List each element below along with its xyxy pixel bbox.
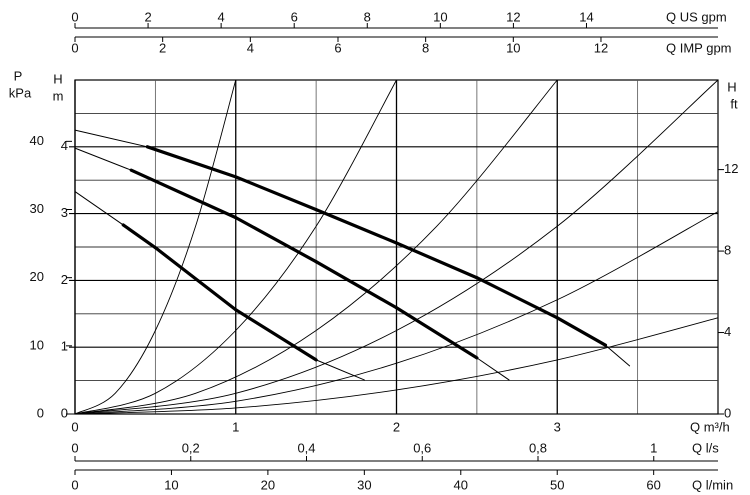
y-tick-label: 3 [61,205,68,220]
tick-label: 0,2 [182,440,200,455]
tick-label: 40 [454,477,468,492]
axis-name: P [14,68,23,83]
tick-label: 2 [159,40,166,55]
tick-label: 0 [37,405,44,420]
pump-curve-segment [153,246,238,312]
y-tick-label: 0 [61,405,68,420]
tick-label: 30 [30,201,44,216]
tick-label: 10 [30,337,44,352]
tick-label: 2 [144,9,151,24]
tick-label: 10 [506,40,520,55]
tick-label: 8 [724,243,731,258]
system-curve [74,317,719,415]
tick-label: 0,8 [529,440,547,455]
pump-curve-segment [121,223,157,250]
tick-label: 50 [550,477,564,492]
pump-curve-segment [74,129,148,148]
tick-label: 20 [30,269,44,284]
y-axis-unit: m [53,88,64,103]
pump-curve-segment [476,357,510,381]
x-tick-label: 3 [554,419,561,434]
axis-name: Q IMP gpm [666,40,732,55]
tick-label: 6 [334,40,341,55]
pump-curve-segment [234,175,318,212]
tick-label: 12 [724,161,738,176]
tick-label: 0 [724,405,731,420]
tick-label: 0 [71,9,78,24]
y-tick-label: 2 [61,272,68,287]
pump-curve-segment [315,359,365,381]
pump-curve-segment [314,207,399,245]
tick-label: 0,6 [413,440,431,455]
tick-label: 40 [30,133,44,148]
pump-curve-segment [234,216,318,264]
pump-curve-segment [234,308,318,362]
tick-label: 14 [579,9,593,24]
tick-label: 10 [433,9,447,24]
tick-label: 10 [164,477,178,492]
tick-label: 1 [650,440,657,455]
pump-curve-segment [604,344,631,367]
pump-curve-segment [74,191,124,226]
x-tick-label: 1 [232,419,239,434]
tick-label: 6 [291,9,298,24]
axis-name: H [727,79,736,94]
pump-curve-segment [394,241,479,280]
axis-name: Q l/s [692,440,719,455]
pump-curve-segment [475,276,559,320]
tick-label: 0 [71,477,78,492]
pump-curve-segment [314,260,399,310]
system-curve [74,79,397,415]
axis-unit: ft [730,96,738,111]
y-tick-label: 4 [61,138,68,153]
tick-label: 4 [247,40,254,55]
system-curve [74,79,719,415]
system-curve [74,79,237,415]
tick-label: 12 [594,40,608,55]
pump-curve-segment [394,306,479,360]
pump-curve-segment [129,168,238,220]
tick-label: 4 [218,9,225,24]
x-tick-label: 2 [393,419,400,434]
tick-label: 60 [646,477,660,492]
axis-name: Q US gpm [666,9,727,24]
tick-label: 8 [364,9,371,24]
tick-label: 30 [357,477,371,492]
system-curve [74,79,558,415]
tick-label: 12 [506,9,520,24]
axis-unit: kPa [9,85,32,100]
pump-curve-segment [555,316,608,347]
system-curve [74,211,719,415]
tick-label: 0,4 [297,440,315,455]
x-axis-label: Q m³/h [690,419,730,434]
tick-label: 4 [724,324,731,339]
axis-name: Q l/min [692,477,733,492]
tick-label: 0 [71,40,78,55]
y-axis-label: H [53,71,62,86]
pump-curve-segment [74,147,132,171]
tick-label: 0 [71,440,78,455]
y-tick-label: 1 [61,339,68,354]
x-tick-label: 0 [71,419,78,434]
tick-label: 8 [422,40,429,55]
tick-label: 20 [261,477,275,492]
pump-curve-segment [145,145,238,179]
